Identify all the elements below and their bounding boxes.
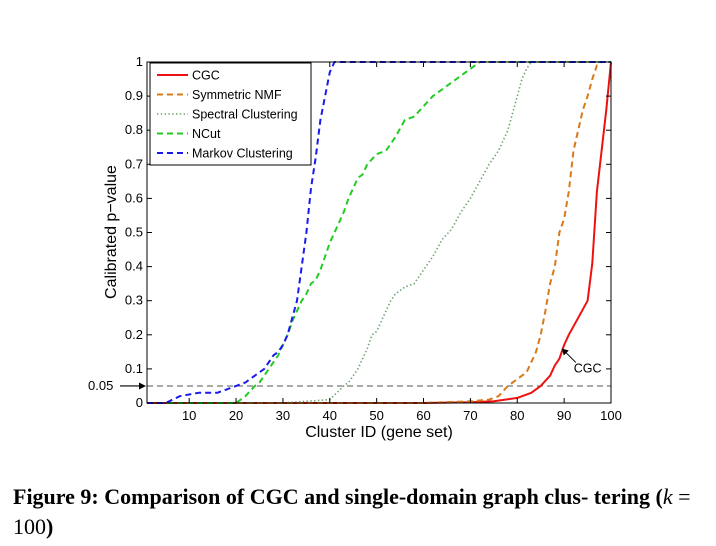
legend-label-2: Spectral Clustering: [192, 108, 298, 122]
caption-math: k = 100: [13, 484, 691, 539]
legend-label-4: Markov Clustering: [192, 147, 293, 161]
series-line-2: [147, 61, 611, 404]
x-tick-label: 100: [600, 408, 622, 423]
y-tick-label: 0.5: [125, 225, 143, 240]
threshold-label: 0.05: [88, 378, 113, 393]
y-axis-label: Calibrated p−value: [103, 165, 120, 299]
x-tick-label: 70: [463, 408, 477, 423]
y-tick-label: 0.4: [125, 259, 143, 274]
series-line-4: [147, 61, 611, 404]
y-tick-label: 0.7: [125, 156, 143, 171]
x-tick-label: 10: [182, 408, 196, 423]
threshold-arrow-head: [139, 382, 146, 390]
y-tick-label: 0.1: [125, 361, 143, 376]
y-tick-label: 0.3: [125, 293, 143, 308]
y-tick-label: 0.6: [125, 190, 143, 205]
chart: 10 20 30 40 50 60 70 80 90 100 0 0.1 0.2 0.3 0.4 0.5 0.6…: [88, 54, 622, 441]
legend-label-3: NCut: [192, 127, 221, 141]
legend-label-0: CGC: [192, 69, 220, 83]
y-tick-label: 0.8: [125, 122, 143, 137]
x-tick-label: 40: [323, 408, 337, 423]
x-tick-label: 90: [557, 408, 571, 423]
x-tick-label: 50: [369, 408, 383, 423]
y-tick-label: 0.9: [125, 88, 143, 103]
annotation-arrow-head: [561, 348, 569, 356]
x-tick-label: 80: [510, 408, 524, 423]
caption-end: ): [46, 514, 54, 539]
axes-layer: 10 20 30 40 50 60 70 80 90 100 0 0.1 0.2 0.3 0.4 0.5 0.6…: [88, 54, 622, 423]
x-tick-label: 30: [276, 408, 290, 423]
caption-text: Figure 9: Comparison of CGC and single-d…: [13, 484, 663, 509]
y-tick-label: 0.2: [125, 327, 143, 342]
annotation-arrow-line: [564, 351, 577, 363]
figure-caption: Figure 9: Comparison of CGC and single-d…: [13, 482, 703, 542]
series-line-1: [147, 61, 603, 404]
y-tick-label: 0: [136, 395, 143, 410]
legend-label-1: Symmetric NMF: [192, 88, 282, 102]
legend: CGC Symmetric NMF Spectral Clustering NCut M…: [149, 62, 312, 166]
y-tick-label: 1: [136, 54, 143, 69]
x-tick-label: 20: [229, 408, 243, 423]
x-tick-label: 60: [416, 408, 430, 423]
annotation-label: CGC: [574, 361, 602, 375]
x-axis-label: Cluster ID (gene set): [305, 424, 453, 441]
series-line-3: [147, 61, 611, 404]
